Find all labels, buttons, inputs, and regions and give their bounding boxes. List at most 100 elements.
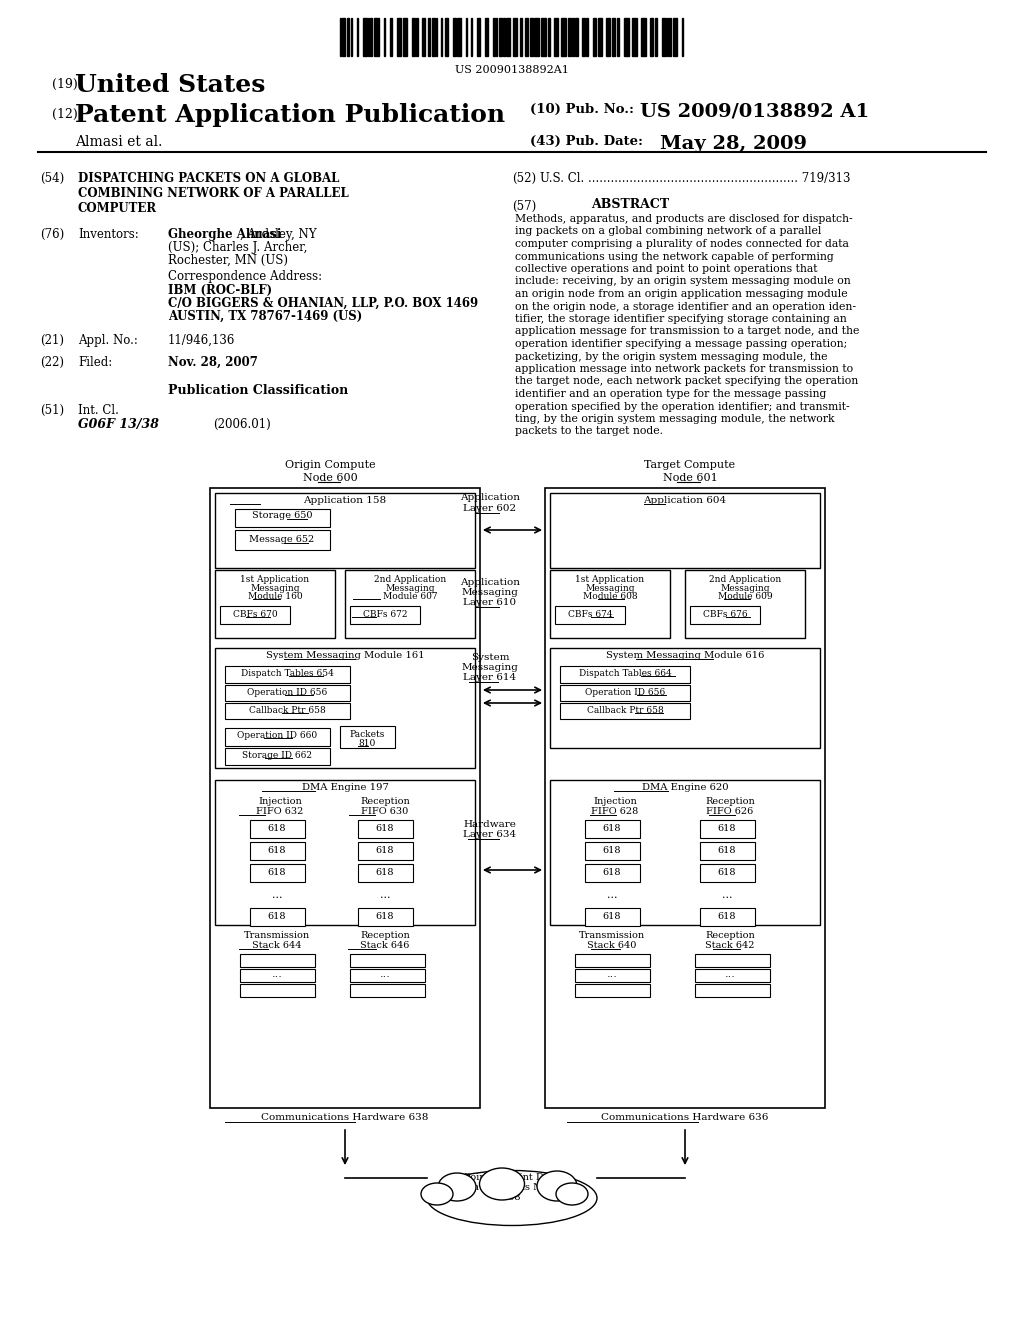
- Text: (12): (12): [52, 108, 78, 121]
- Bar: [347, 18, 349, 55]
- Text: Storage ID 662: Storage ID 662: [242, 751, 312, 760]
- Text: System Messaging Module 161: System Messaging Module 161: [265, 651, 424, 660]
- Bar: [669, 18, 671, 55]
- Text: operation specified by the operation identifier; and transmit-: operation specified by the operation ide…: [515, 401, 850, 412]
- Bar: [550, 492, 820, 568]
- Text: (21): (21): [40, 334, 63, 347]
- Text: 618: 618: [267, 912, 287, 921]
- Text: Almasi et al.: Almasi et al.: [75, 135, 163, 149]
- Text: application message into network packets for transmission to: application message into network packets…: [515, 364, 853, 374]
- Text: ting, by the origin system messaging module, the network: ting, by the origin system messaging mod…: [515, 414, 835, 424]
- Text: Messaging: Messaging: [250, 583, 300, 593]
- Bar: [215, 492, 475, 568]
- Bar: [370, 18, 372, 55]
- Ellipse shape: [537, 1171, 577, 1201]
- Text: packetizing, by the origin system messaging module, the: packetizing, by the origin system messag…: [515, 351, 827, 362]
- Bar: [700, 842, 755, 861]
- Bar: [477, 18, 480, 55]
- Text: Dispatch Tables 654: Dispatch Tables 654: [241, 669, 334, 678]
- Text: 618: 618: [718, 912, 736, 921]
- Text: Layer 634: Layer 634: [464, 830, 516, 840]
- Bar: [250, 865, 305, 882]
- Bar: [453, 18, 456, 55]
- Bar: [575, 954, 650, 968]
- Text: 11/946,136: 11/946,136: [168, 334, 236, 347]
- Bar: [513, 18, 517, 55]
- Text: 618: 618: [718, 869, 736, 876]
- Bar: [548, 18, 550, 55]
- Text: Injection: Injection: [593, 797, 637, 807]
- Bar: [397, 18, 401, 55]
- Text: Stack 644: Stack 644: [252, 941, 302, 950]
- Bar: [550, 648, 820, 748]
- Text: Module 609: Module 609: [718, 591, 772, 601]
- Bar: [586, 18, 588, 55]
- Bar: [695, 954, 770, 968]
- Text: ...: ...: [271, 969, 283, 979]
- Text: Operation ID 656: Operation ID 656: [247, 688, 327, 697]
- Bar: [606, 18, 610, 55]
- Text: Filed:: Filed:: [78, 356, 113, 370]
- Text: Communications Hardware 636: Communications Hardware 636: [601, 1113, 769, 1122]
- Ellipse shape: [421, 1183, 453, 1205]
- Text: DMA Engine 197: DMA Engine 197: [301, 783, 388, 792]
- Text: 618: 618: [267, 869, 287, 876]
- Bar: [234, 510, 330, 527]
- Bar: [575, 969, 650, 982]
- Text: Module 160: Module 160: [248, 591, 302, 601]
- Bar: [493, 18, 495, 55]
- Bar: [617, 18, 618, 55]
- Bar: [612, 18, 615, 55]
- Text: 618: 618: [718, 846, 736, 855]
- Text: Transmission: Transmission: [244, 931, 310, 940]
- Text: the target node, each network packet specifying the operation: the target node, each network packet spe…: [515, 376, 858, 387]
- Text: 618: 618: [376, 824, 394, 833]
- Text: US 2009/0138892 A1: US 2009/0138892 A1: [640, 103, 869, 121]
- Text: U.S. Cl. ........................................................ 719/313: U.S. Cl. ...............................…: [540, 172, 851, 185]
- Text: Nov. 28, 2007: Nov. 28, 2007: [168, 356, 258, 370]
- Text: Reception: Reception: [360, 931, 410, 940]
- Bar: [534, 18, 539, 55]
- Bar: [575, 983, 650, 997]
- Text: Correspondence Address:: Correspondence Address:: [168, 271, 323, 282]
- Bar: [585, 908, 640, 927]
- Bar: [428, 18, 430, 55]
- Text: Message 652: Message 652: [250, 535, 314, 544]
- Text: 618: 618: [376, 912, 394, 921]
- Bar: [695, 983, 770, 997]
- Bar: [525, 18, 528, 55]
- Text: 1st Application: 1st Application: [241, 576, 309, 583]
- Text: Reception: Reception: [360, 797, 410, 807]
- Bar: [416, 18, 418, 55]
- Bar: [412, 18, 415, 55]
- Bar: [650, 18, 653, 55]
- Text: DISPATCHING PACKETS ON A GLOBAL
COMBINING NETWORK OF A PARALLEL
COMPUTER: DISPATCHING PACKETS ON A GLOBAL COMBININ…: [78, 172, 349, 215]
- Text: Messaging: Messaging: [462, 663, 518, 672]
- Text: Dispatch Tables 664: Dispatch Tables 664: [579, 669, 672, 678]
- Text: (10) Pub. No.:: (10) Pub. No.:: [530, 103, 634, 116]
- Bar: [550, 570, 670, 638]
- Bar: [350, 954, 425, 968]
- Text: identifier and an operation type for the message passing: identifier and an operation type for the…: [515, 389, 826, 399]
- Bar: [374, 18, 379, 55]
- Bar: [250, 820, 305, 838]
- Text: Communications Hardware 638: Communications Hardware 638: [261, 1113, 429, 1122]
- Text: Gheorghe Almasi: Gheorghe Almasi: [168, 228, 282, 242]
- Text: Application 604: Application 604: [643, 496, 727, 506]
- Text: (US); Charles J. Archer,: (US); Charles J. Archer,: [168, 242, 307, 253]
- Text: Stack 646: Stack 646: [360, 941, 410, 950]
- Text: (2006.01): (2006.01): [213, 418, 270, 432]
- Bar: [700, 865, 755, 882]
- Bar: [220, 606, 290, 624]
- Text: 618: 618: [603, 846, 622, 855]
- Text: packets to the target node.: packets to the target node.: [515, 426, 663, 437]
- Text: FIFO 632: FIFO 632: [256, 807, 304, 816]
- Text: collective operations and point to point operations that: collective operations and point to point…: [515, 264, 817, 275]
- Bar: [225, 729, 330, 746]
- Text: Node 601: Node 601: [663, 473, 718, 483]
- Text: (19): (19): [52, 78, 78, 91]
- Text: (52): (52): [512, 172, 537, 185]
- Bar: [662, 18, 666, 55]
- Bar: [561, 18, 566, 55]
- Text: Communications Network: Communications Network: [447, 1183, 577, 1192]
